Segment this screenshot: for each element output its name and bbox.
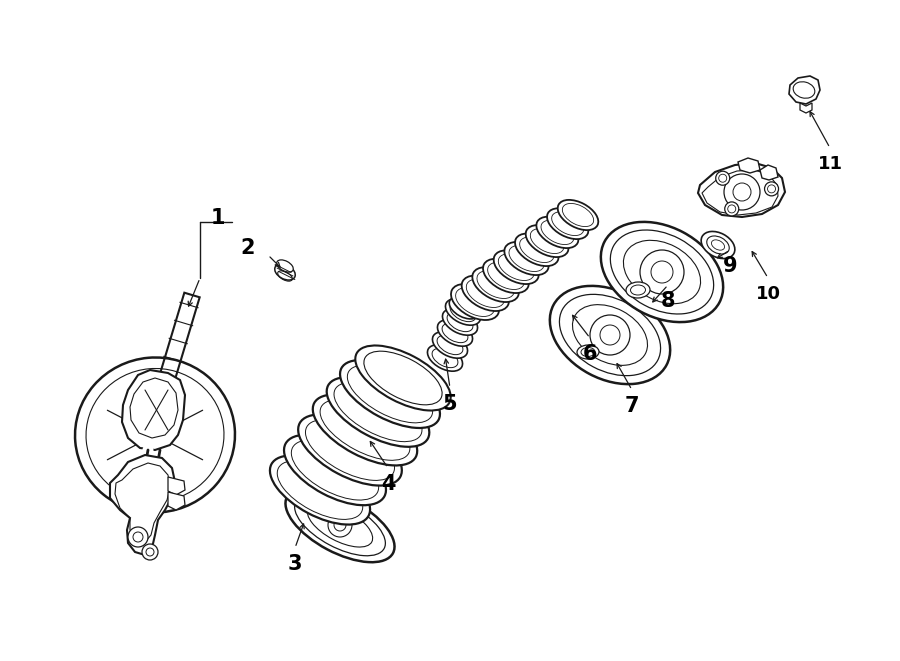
Ellipse shape [451, 284, 499, 320]
Polygon shape [110, 455, 175, 555]
Ellipse shape [626, 282, 650, 298]
Ellipse shape [313, 395, 418, 465]
Polygon shape [168, 492, 185, 510]
Text: 5: 5 [443, 394, 457, 414]
Ellipse shape [151, 388, 179, 408]
Polygon shape [760, 165, 778, 180]
Ellipse shape [472, 267, 519, 302]
Polygon shape [800, 103, 812, 113]
Ellipse shape [558, 200, 598, 230]
Ellipse shape [526, 225, 569, 257]
Ellipse shape [494, 251, 539, 284]
Text: 3: 3 [288, 554, 302, 574]
Text: 6: 6 [583, 344, 598, 364]
Ellipse shape [547, 208, 589, 239]
Ellipse shape [550, 286, 670, 384]
Circle shape [128, 527, 148, 547]
Ellipse shape [462, 276, 508, 311]
Ellipse shape [285, 488, 394, 563]
Circle shape [590, 315, 630, 355]
Ellipse shape [274, 264, 295, 280]
Ellipse shape [515, 233, 559, 266]
Text: 11: 11 [817, 155, 842, 173]
Polygon shape [122, 370, 185, 450]
Ellipse shape [601, 222, 724, 322]
Polygon shape [738, 158, 760, 173]
Ellipse shape [577, 345, 599, 359]
Polygon shape [168, 477, 185, 495]
Ellipse shape [270, 455, 370, 525]
Text: 7: 7 [625, 396, 639, 416]
Ellipse shape [276, 260, 293, 272]
Circle shape [724, 202, 739, 216]
Text: 4: 4 [381, 474, 395, 494]
Ellipse shape [483, 258, 529, 293]
Circle shape [640, 250, 684, 294]
Ellipse shape [428, 345, 463, 371]
Ellipse shape [536, 217, 579, 248]
Ellipse shape [356, 346, 451, 410]
Circle shape [764, 182, 778, 196]
Ellipse shape [701, 231, 735, 258]
Ellipse shape [446, 299, 481, 325]
Circle shape [716, 171, 730, 185]
Text: 2: 2 [241, 238, 256, 258]
Circle shape [142, 544, 158, 560]
Polygon shape [789, 76, 820, 104]
Ellipse shape [449, 297, 479, 319]
Polygon shape [154, 293, 200, 397]
Ellipse shape [437, 320, 472, 346]
Polygon shape [698, 163, 785, 217]
Circle shape [724, 174, 760, 210]
Ellipse shape [340, 360, 440, 428]
Ellipse shape [298, 414, 401, 486]
Ellipse shape [327, 377, 429, 447]
Ellipse shape [504, 242, 549, 275]
Text: 8: 8 [661, 291, 675, 311]
Text: 1: 1 [211, 208, 225, 228]
Ellipse shape [432, 332, 468, 358]
Circle shape [328, 513, 352, 537]
Text: 10: 10 [755, 285, 780, 303]
Ellipse shape [443, 309, 478, 335]
Text: 9: 9 [723, 256, 737, 276]
Ellipse shape [284, 435, 386, 505]
